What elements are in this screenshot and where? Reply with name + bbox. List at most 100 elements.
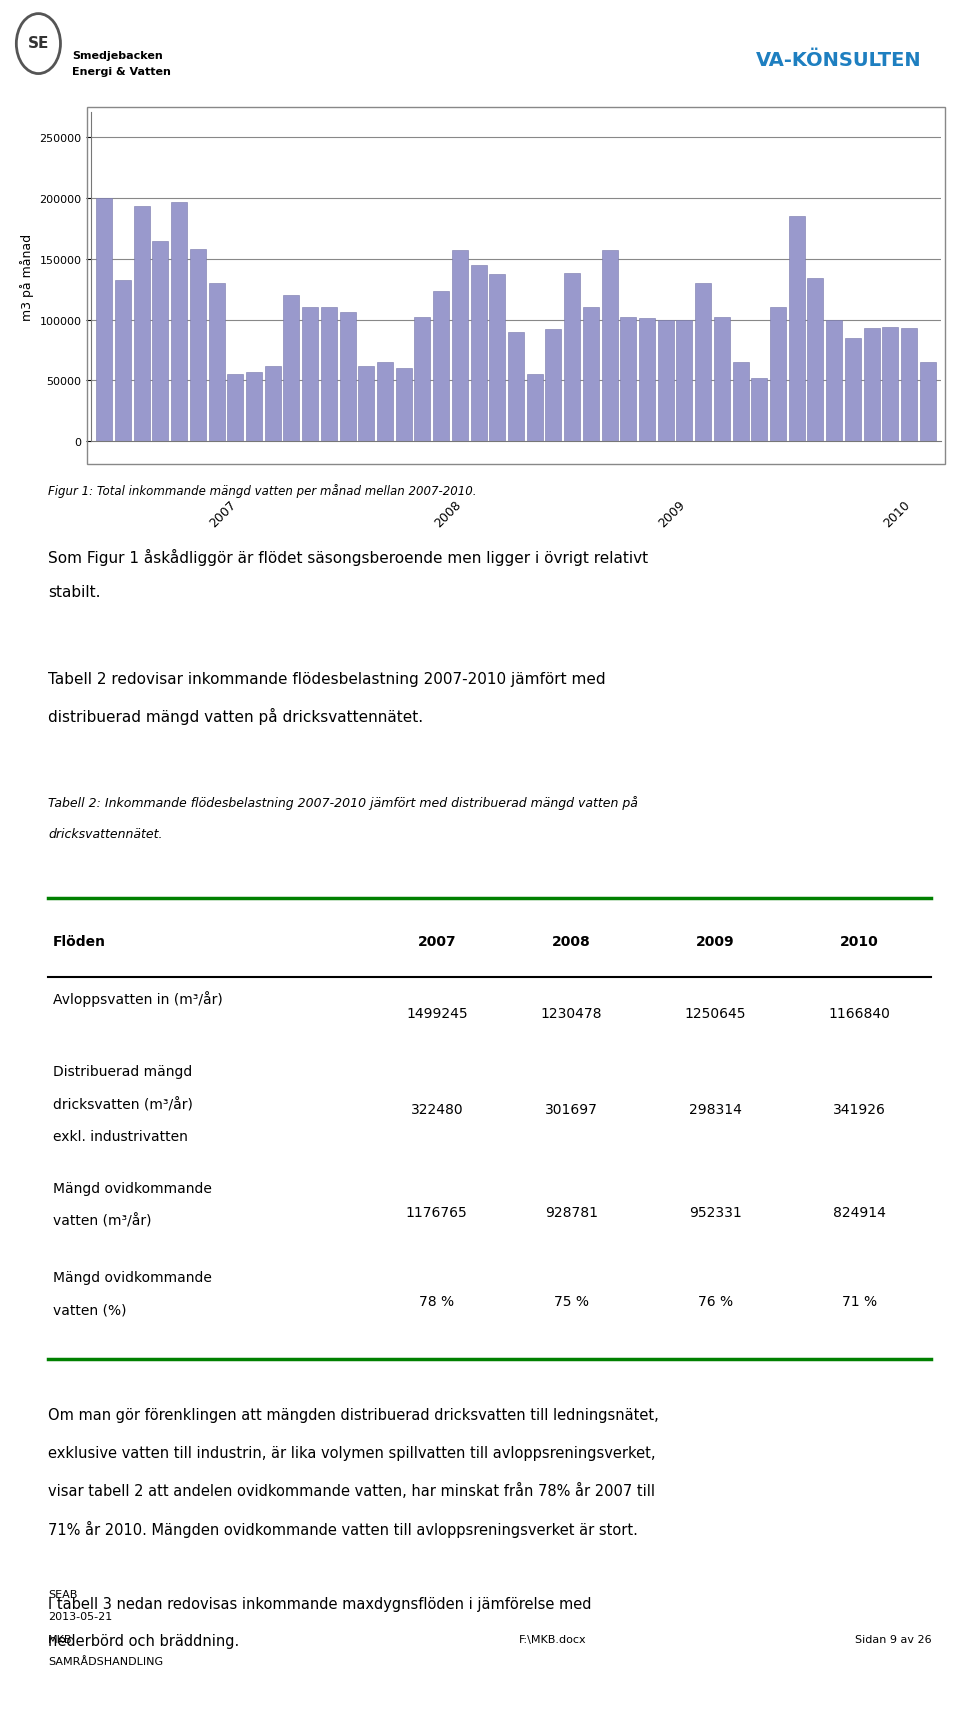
Bar (302, 309, 318, 442)
Text: 928781: 928781 (544, 1205, 598, 1219)
Text: F:\MKB.docx: F:\MKB.docx (518, 1633, 586, 1644)
Bar (789, 216, 804, 442)
Text: Smedjebacken: Smedjebacken (72, 51, 163, 62)
Bar (732, 363, 749, 442)
Text: I tabell 3 nedan redovisas inkommande maxdygnsflöden i jämförelse med: I tabell 3 nedan redovisas inkommande ma… (48, 1596, 591, 1611)
Text: Tabell 2 redovisar inkommande flödesbelastning 2007-2010 jämfört med: Tabell 2 redovisar inkommande flödesbela… (48, 672, 606, 687)
Bar (845, 339, 861, 442)
Text: 298314: 298314 (688, 1102, 742, 1116)
Bar (133, 207, 150, 442)
Text: Om man gör förenklingen att mängden distribuerad dricksvatten till ledningsnätet: Om man gör förenklingen att mängden dist… (48, 1407, 659, 1423)
Bar (396, 369, 412, 442)
Text: 2009: 2009 (657, 499, 688, 530)
Text: Energi & Vatten: Energi & Vatten (72, 67, 171, 77)
Text: exkl. industrivatten: exkl. industrivatten (53, 1130, 187, 1143)
Text: 341926: 341926 (832, 1102, 886, 1116)
Text: 78 %: 78 % (420, 1294, 454, 1308)
Text: Som Figur 1 åskådliggör är flödet säsongsberoende men ligger i övrigt relativt: Som Figur 1 åskådliggör är flödet säsong… (48, 548, 648, 566)
Text: nederbörd och bräddning.: nederbörd och bräddning. (48, 1633, 239, 1649)
Bar (901, 329, 917, 442)
Text: Tabell 2: Inkommande flödesbelastning 2007-2010 jämfört med distribuerad mängd v: Tabell 2: Inkommande flödesbelastning 20… (48, 795, 637, 809)
Text: Flöden: Flöden (53, 934, 106, 948)
Bar (433, 293, 449, 442)
Text: exklusive vatten till industrin, är lika volymen spillvatten till avloppsrenings: exklusive vatten till industrin, är lika… (48, 1445, 656, 1460)
Bar (677, 321, 692, 442)
Text: SE: SE (28, 36, 49, 51)
Bar (208, 285, 225, 442)
Bar (153, 242, 168, 442)
Bar (564, 274, 580, 442)
Text: 1176765: 1176765 (406, 1205, 468, 1219)
Text: 322480: 322480 (411, 1102, 463, 1116)
Bar (96, 199, 112, 442)
Bar (358, 367, 374, 442)
Bar (115, 281, 131, 442)
Text: 1250645: 1250645 (684, 1006, 746, 1022)
Text: 1230478: 1230478 (540, 1006, 602, 1022)
Bar (658, 321, 674, 442)
Text: dricksvatten (m³/år): dricksvatten (m³/år) (53, 1097, 193, 1111)
Bar (639, 319, 655, 442)
Bar (545, 331, 562, 442)
Text: Figur 1: Total inkommande mängd vatten per månad mellan 2007-2010.: Figur 1: Total inkommande mängd vatten p… (48, 483, 476, 497)
Text: 75 %: 75 % (554, 1294, 588, 1308)
Text: 2010: 2010 (881, 499, 913, 530)
Text: 2013-05-21: 2013-05-21 (48, 1611, 112, 1621)
Bar (527, 375, 542, 442)
Bar (583, 309, 599, 442)
Text: dricksvattennätet.: dricksvattennätet. (48, 828, 162, 842)
Bar (377, 363, 393, 442)
Bar (340, 314, 355, 442)
Bar (228, 375, 243, 442)
Text: SEAB: SEAB (48, 1589, 78, 1599)
Text: 2007: 2007 (418, 934, 456, 948)
Text: Mängd ovidkommande: Mängd ovidkommande (53, 1181, 211, 1195)
Bar (770, 309, 786, 442)
Text: vatten (m³/år): vatten (m³/år) (53, 1214, 152, 1227)
Text: Distribuerad mängd: Distribuerad mängd (53, 1064, 192, 1078)
Text: vatten (%): vatten (%) (53, 1303, 127, 1316)
Text: distribuerad mängd vatten på dricksvattennätet.: distribuerad mängd vatten på dricksvatte… (48, 708, 423, 725)
Text: 1499245: 1499245 (406, 1006, 468, 1022)
Text: Sidan 9 av 26: Sidan 9 av 26 (854, 1633, 931, 1644)
Bar (490, 276, 505, 442)
Text: 71% år 2010. Mängden ovidkommande vatten till avloppsreningsverket är stort.: 71% år 2010. Mängden ovidkommande vatten… (48, 1520, 637, 1537)
Bar (321, 309, 337, 442)
Bar (452, 250, 468, 442)
Bar (807, 279, 824, 442)
Bar (470, 266, 487, 442)
Bar (864, 329, 879, 442)
Bar (246, 372, 262, 442)
Text: 2008: 2008 (432, 499, 464, 530)
Text: VA-KÖNSULTEN: VA-KÖNSULTEN (756, 51, 922, 70)
Text: MKB: MKB (48, 1633, 73, 1644)
Bar (827, 321, 842, 442)
Text: Avloppsvatten in (m³/år): Avloppsvatten in (m³/år) (53, 991, 223, 1006)
Text: 2007: 2007 (207, 499, 239, 530)
Bar (265, 367, 280, 442)
Bar (283, 297, 300, 442)
Bar (508, 333, 524, 442)
Y-axis label: m3 på månad: m3 på månad (20, 235, 34, 321)
Bar (620, 317, 636, 442)
Bar (190, 250, 205, 442)
Text: 2008: 2008 (552, 934, 590, 948)
Text: stabilt.: stabilt. (48, 584, 101, 600)
Text: 301697: 301697 (544, 1102, 598, 1116)
Text: 71 %: 71 % (842, 1294, 876, 1308)
Text: 2009: 2009 (696, 934, 734, 948)
Text: 2010: 2010 (840, 934, 878, 948)
Bar (882, 327, 899, 442)
Bar (920, 363, 936, 442)
Bar (714, 317, 730, 442)
Text: 1166840: 1166840 (828, 1006, 890, 1022)
Bar (695, 285, 711, 442)
Bar (752, 379, 767, 442)
Text: Mängd ovidkommande: Mängd ovidkommande (53, 1270, 211, 1284)
Text: SAMRÅDSHANDLING: SAMRÅDSHANDLING (48, 1656, 163, 1666)
Text: 824914: 824914 (832, 1205, 886, 1219)
Bar (171, 204, 187, 442)
Text: visar tabell 2 att andelen ovidkommande vatten, har minskat från 78% år 2007 til: visar tabell 2 att andelen ovidkommande … (48, 1483, 655, 1498)
Text: 952331: 952331 (689, 1205, 741, 1219)
Bar (602, 250, 617, 442)
